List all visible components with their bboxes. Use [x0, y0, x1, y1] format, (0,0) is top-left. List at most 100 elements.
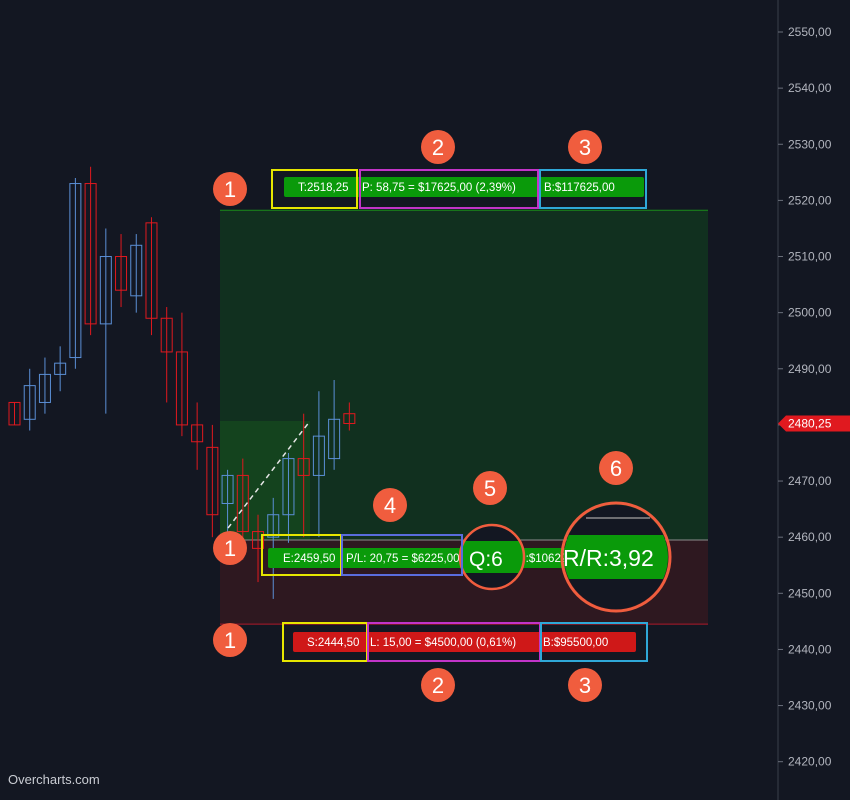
candle-body [312, 435, 325, 476]
candle-body [221, 474, 234, 504]
stop-price-label: S:2444,50 [307, 637, 359, 649]
candle-body [69, 183, 82, 359]
stop-label-pill [293, 632, 636, 652]
candle-body [252, 531, 265, 549]
marker-circle [213, 623, 247, 657]
marker-number: 6 [610, 456, 622, 481]
marker-circle [421, 130, 455, 164]
last-price-label: 2480,25 [788, 417, 832, 431]
marker-circle [421, 668, 455, 702]
axis-tick-label: 2430,00 [788, 699, 832, 713]
axis-tick-label: 2460,00 [788, 530, 832, 544]
marker-circle [568, 668, 602, 702]
candle-body [145, 222, 158, 319]
candle-1 [8, 401, 21, 426]
annotation-marker-4: 4 [373, 488, 407, 522]
candle-body [54, 362, 67, 375]
annotation-marker-1: 1 [213, 172, 247, 206]
candle-body [175, 351, 188, 426]
candle-body [282, 458, 295, 516]
axis-tick-label: 2540,00 [788, 81, 832, 95]
candle-body [130, 244, 143, 297]
candle-body [38, 373, 51, 403]
annotation-marker-2: 2 [421, 668, 455, 702]
annotation-marker-6: 6 [599, 451, 633, 485]
entry-trend-line [227, 420, 311, 529]
candle-22 [328, 380, 341, 470]
axis-tick-label: 2550,00 [788, 25, 832, 39]
candle-body [236, 474, 249, 533]
annotation-marker-3: 3 [568, 130, 602, 164]
candle-15 [221, 469, 234, 538]
candle-body [206, 446, 219, 516]
quantity-magnifier-pill [462, 541, 523, 573]
stop-balance-highlight-box [540, 622, 648, 662]
last-price-box [778, 415, 850, 432]
profit-highlight-box [359, 169, 539, 209]
marker-number: 5 [484, 476, 496, 501]
target-balance-highlight-box [539, 169, 647, 209]
quantity-magnifier-ring [458, 523, 526, 591]
candle-body [343, 413, 356, 425]
marker-number: 3 [579, 673, 591, 698]
candle-12 [175, 312, 188, 437]
marker-number: 1 [224, 536, 236, 561]
candle-13 [191, 402, 204, 470]
stop-balance-label: B:$95500,00 [543, 637, 608, 649]
candle-5 [69, 177, 82, 369]
profit-label: P: 58,75 = $17625,00 (2,39%) [362, 182, 516, 194]
candle-9 [130, 234, 143, 313]
marker-circle [599, 451, 633, 485]
axis-tick-label: 2530,00 [788, 137, 832, 151]
marker-circle [568, 130, 602, 164]
annotation-marker-5: 5 [473, 471, 507, 505]
watermark: Overcharts.com [8, 772, 100, 787]
axis-tick-label: 2450,00 [788, 586, 832, 600]
candle-body [328, 418, 341, 460]
marker-circle [213, 531, 247, 565]
candle-body [115, 256, 128, 291]
target-balance-label: B:$117625,00 [544, 182, 615, 194]
candle-body [23, 385, 36, 420]
candle-body [267, 514, 280, 538]
candle-8 [115, 234, 128, 308]
rr-magnifier-pill [564, 535, 668, 579]
axis-tick-label: 2440,00 [788, 642, 832, 656]
risk-reward-label: R/R:3,92 [563, 545, 654, 571]
candle-body [191, 424, 204, 443]
candle-20 [297, 413, 310, 538]
candle-10 [145, 217, 158, 336]
marker-circle [373, 488, 407, 522]
candle-4 [54, 346, 67, 392]
candle-2 [23, 368, 36, 431]
candle-body [160, 317, 173, 353]
target-price-label: T:2518,25 [298, 182, 349, 194]
axis-tick-label: 2490,00 [788, 362, 832, 376]
candle-body [8, 401, 21, 426]
axis-tick-label: 2510,00 [788, 250, 832, 264]
marker-number: 3 [579, 135, 591, 160]
candle-19 [282, 452, 295, 543]
open-pl-label: P/L: 20,75 = $6225,00 [346, 553, 460, 565]
marker-number: 1 [224, 177, 236, 202]
candle-11 [160, 307, 173, 403]
candle-body [99, 256, 112, 325]
candle-3 [38, 357, 51, 414]
annotation-marker-3: 3 [568, 668, 602, 702]
candle-7 [99, 228, 112, 414]
target-label-pill [284, 177, 644, 197]
marker-circle [213, 172, 247, 206]
candle-body [297, 458, 310, 476]
candle-23 [343, 402, 356, 431]
rr-magnifier-ring [560, 501, 672, 613]
marker-circle [473, 471, 507, 505]
open-pl-highlight-box [341, 534, 463, 576]
axis-tick-label: 2470,00 [788, 474, 832, 488]
loss-label: L: 15,00 = $4500,00 (0,61%) [370, 637, 516, 649]
annotation-marker-1: 1 [213, 531, 247, 565]
candle-17 [252, 514, 265, 583]
annotation-marker-2: 2 [421, 130, 455, 164]
candle-body [84, 183, 97, 325]
marker-number: 1 [224, 628, 236, 653]
